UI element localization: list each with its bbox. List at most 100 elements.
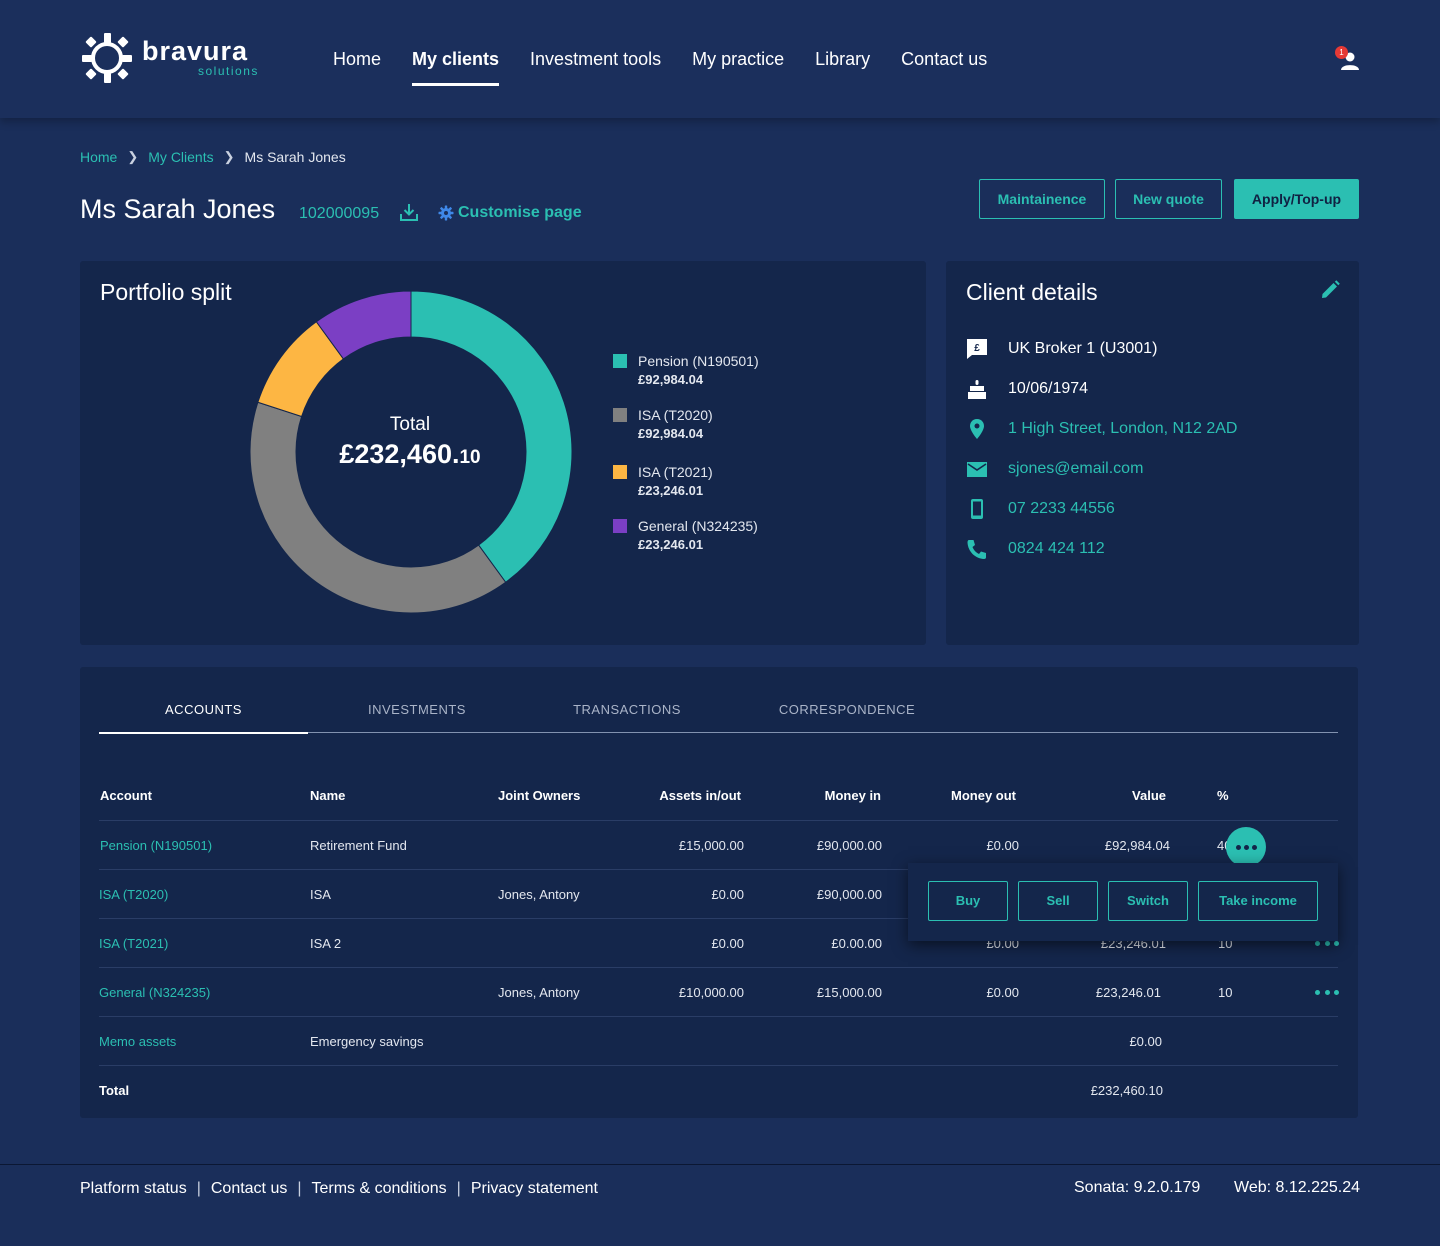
client-details-title: Client details bbox=[966, 279, 1098, 305]
address-link[interactable]: 1 High Street, London, N12 2AD bbox=[1008, 420, 1238, 437]
total-label: Total bbox=[99, 1083, 130, 1098]
email-icon bbox=[966, 458, 988, 480]
portfolio-split-card: Portfolio split Total £232,460.10 Pensio… bbox=[80, 261, 926, 645]
breadcrumb-current: Ms Sarah Jones bbox=[244, 149, 346, 165]
cell-value: £23,246.01 bbox=[1095, 985, 1161, 1000]
footer-terms[interactable]: Terms & conditions bbox=[311, 1180, 447, 1197]
download-icon[interactable] bbox=[399, 202, 419, 222]
header-joint-owners: Joint Owners bbox=[498, 788, 581, 803]
account-link[interactable]: ISA (T2021) bbox=[99, 936, 169, 951]
row-more-icon-active[interactable] bbox=[1226, 827, 1266, 867]
detail-address: 1 High Street, London, N12 2AD bbox=[966, 417, 1237, 441]
table-row: General (N324235) Jones, Antony £10,000.… bbox=[99, 967, 1339, 1016]
nav-my-clients[interactable]: My clients bbox=[412, 46, 500, 86]
detail-broker: £ UK Broker 1 (U3001) bbox=[966, 337, 1157, 361]
legend-name: Pension (N190501) bbox=[638, 353, 759, 369]
chevron-right-icon: ❯ bbox=[223, 149, 235, 164]
legend-item: Pension (N190501) £92,984.04 bbox=[613, 353, 759, 407]
cell-name: Retirement Fund bbox=[310, 838, 407, 853]
table-total-row: Total £232,460.10 bbox=[99, 1065, 1338, 1114]
brand-name: bravura bbox=[142, 36, 249, 66]
cell-assets: £15,000.00 bbox=[678, 838, 744, 853]
header-money-out: Money out bbox=[951, 788, 1016, 803]
cell-assets: £0.00 bbox=[711, 936, 744, 951]
legend-item: General (N324235) £23,246.01 bbox=[613, 518, 759, 572]
dob-text: 10/06/1974 bbox=[1008, 380, 1089, 397]
take-income-button[interactable]: Take income bbox=[1198, 881, 1318, 921]
table-row: Memo assets Emergency savings £0.00 bbox=[99, 1016, 1338, 1065]
legend-swatch bbox=[613, 519, 627, 533]
account-link[interactable]: Memo assets bbox=[99, 1034, 177, 1049]
detail-mobile: 07 2233 44556 bbox=[966, 497, 1115, 521]
cell-joint-owners: Jones, Antony bbox=[498, 985, 580, 1000]
tab-bar: ACCOUNTS INVESTMENTS TRANSACTIONS CORRES… bbox=[99, 697, 1338, 734]
legend-name: ISA (T2020) bbox=[638, 407, 713, 423]
portfolio-split-title: Portfolio split bbox=[100, 279, 232, 305]
mobile-link[interactable]: 07 2233 44556 bbox=[1008, 500, 1115, 517]
tab-investments[interactable]: INVESTMENTS bbox=[368, 702, 466, 717]
pencil-icon[interactable] bbox=[1319, 279, 1341, 301]
main-nav: Home My clients Investment tools My prac… bbox=[333, 46, 1018, 86]
cell-money-in: £0.00.00 bbox=[831, 936, 882, 951]
location-pin-icon bbox=[966, 418, 988, 440]
donut-slice-2 bbox=[250, 401, 507, 613]
legend-swatch bbox=[613, 465, 627, 479]
nav-library[interactable]: Library bbox=[815, 49, 871, 69]
footer-divider: | bbox=[196, 1180, 201, 1197]
cell-money-in: £90,000.00 bbox=[816, 887, 882, 902]
nav-home[interactable]: Home bbox=[333, 49, 382, 69]
broker-icon: £ bbox=[966, 338, 988, 360]
bravura-logo[interactable]: bravura solutions bbox=[80, 30, 280, 88]
nav-my-practice[interactable]: My practice bbox=[692, 49, 785, 69]
nav-contact-us[interactable]: Contact us bbox=[901, 49, 988, 69]
tab-transactions[interactable]: TRANSACTIONS bbox=[573, 702, 681, 717]
sell-button[interactable]: Sell bbox=[1018, 881, 1098, 921]
breadcrumb-my-clients[interactable]: My Clients bbox=[148, 149, 214, 165]
breadcrumb-home[interactable]: Home bbox=[80, 149, 118, 165]
account-link[interactable]: ISA (T2020) bbox=[99, 887, 169, 902]
cell-joint-owners: Jones, Antony bbox=[498, 887, 580, 902]
cell-money-out: £0.00 bbox=[986, 985, 1019, 1000]
mobile-phone-icon bbox=[966, 498, 988, 520]
row-more-icon[interactable] bbox=[1315, 986, 1339, 998]
account-link[interactable]: General (N324235) bbox=[99, 985, 211, 1000]
email-link[interactable]: sjones@email.com bbox=[1008, 460, 1144, 477]
chevron-right-icon: ❯ bbox=[127, 149, 139, 164]
tab-accounts[interactable]: ACCOUNTS bbox=[99, 697, 308, 734]
cell-percent: 10 bbox=[1218, 985, 1233, 1000]
apply-top-up-button[interactable]: Apply/Top-up bbox=[1234, 179, 1359, 219]
cell-name: ISA bbox=[310, 887, 331, 902]
buy-button[interactable]: Buy bbox=[928, 881, 1008, 921]
account-link[interactable]: Pension (N190501) bbox=[100, 838, 213, 853]
row-actions-menu: Buy Sell Switch Take income bbox=[908, 863, 1338, 941]
tab-correspondence[interactable]: CORRESPONDENCE bbox=[778, 702, 916, 717]
table-row: ISA (T2020) ISA Jones, Antony £0.00 £90,… bbox=[99, 869, 1338, 918]
donut-slice-4 bbox=[315, 291, 412, 360]
user-icon[interactable] bbox=[1336, 46, 1362, 72]
cell-money-in: £90,000.00 bbox=[816, 838, 882, 853]
phone-link[interactable]: 0824 424 112 bbox=[1008, 540, 1105, 557]
customise-page-link[interactable]: Customise page bbox=[438, 204, 582, 222]
donut-slice-1 bbox=[410, 291, 572, 583]
legend-name: ISA (T2021) bbox=[638, 464, 713, 480]
footer: Platform status | Contact us | Terms & c… bbox=[0, 1164, 1440, 1246]
table-row: Pension (N190501) Retirement Fund £15,00… bbox=[99, 820, 1338, 869]
footer-links: Platform status | Contact us | Terms & c… bbox=[80, 1180, 598, 1198]
donut-total-label: Total bbox=[389, 414, 431, 435]
portfolio-legend: Pension (N190501) £92,984.04 ISA (T2020)… bbox=[613, 353, 759, 572]
legend-value: £92,984.04 bbox=[638, 426, 704, 441]
legend-swatch bbox=[613, 354, 627, 368]
row-more-icon[interactable] bbox=[1315, 937, 1339, 949]
legend-value: £92,984.04 bbox=[638, 372, 704, 387]
header-percent: % bbox=[1217, 788, 1229, 803]
footer-contact-us[interactable]: Contact us bbox=[210, 1180, 288, 1197]
maintenance-button[interactable]: Maintainence bbox=[979, 179, 1105, 219]
footer-privacy[interactable]: Privacy statement bbox=[470, 1180, 598, 1197]
legend-value: £23,246.01 bbox=[638, 483, 704, 498]
footer-platform-status[interactable]: Platform status bbox=[80, 1180, 187, 1197]
detail-dob: 10/06/1974 bbox=[966, 377, 1088, 401]
donut-total-pence: 10 bbox=[459, 447, 481, 468]
new-quote-button[interactable]: New quote bbox=[1115, 179, 1222, 219]
nav-investment-tools[interactable]: Investment tools bbox=[530, 49, 662, 69]
switch-button[interactable]: Switch bbox=[1108, 881, 1188, 921]
